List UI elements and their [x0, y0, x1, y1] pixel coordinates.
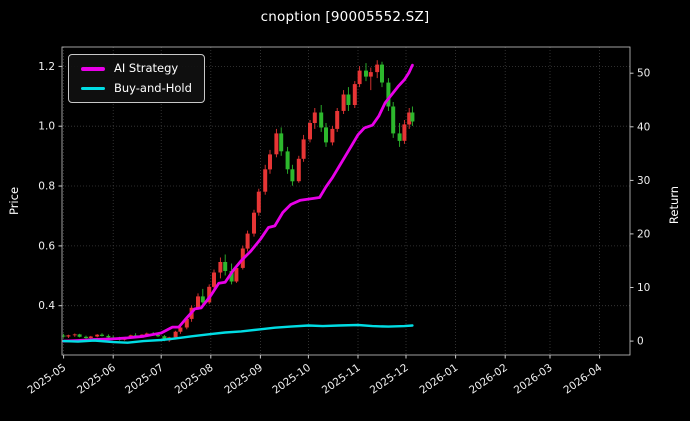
candle-body	[330, 128, 335, 143]
candle-body	[391, 106, 396, 134]
candle-body	[173, 331, 178, 338]
candle-body	[72, 334, 77, 336]
return-axis-label: Return	[667, 185, 681, 225]
date-tick-label: 2025-05	[25, 362, 68, 397]
return-tick-label: 20	[637, 228, 650, 240]
candle-body	[256, 191, 261, 213]
price-axis-label: Price	[7, 186, 21, 216]
candle-body	[234, 268, 239, 282]
candle-body	[364, 70, 368, 77]
candle-body	[77, 334, 82, 337]
candle-body	[346, 94, 351, 105]
candle-body	[263, 169, 268, 192]
candle-body	[290, 169, 295, 182]
return-tick-label: 0	[637, 336, 644, 348]
price-tick-label: 1.0	[38, 121, 55, 133]
candle-body	[380, 64, 384, 83]
return-tick-label: 30	[637, 175, 650, 187]
candle-body	[324, 127, 328, 143]
buy-and-hold-line-swatch	[81, 86, 105, 90]
candle-body	[319, 112, 324, 128]
candle-body	[252, 212, 256, 234]
candle-body	[285, 151, 290, 170]
candle-body	[95, 334, 100, 337]
candle-body	[312, 112, 317, 123]
candle-body	[162, 336, 167, 341]
candle-body	[352, 84, 357, 105]
date-tick-label: 2026-04	[561, 361, 604, 396]
candle-body	[184, 318, 189, 328]
candle-body	[274, 133, 279, 155]
candle-body	[144, 333, 149, 335]
candle-body	[156, 335, 160, 337]
candle-body	[106, 335, 111, 338]
candle-body	[296, 158, 301, 182]
date-tick-label: 2025-08	[173, 362, 216, 397]
candle-body	[200, 296, 205, 303]
candle-body	[196, 296, 200, 308]
return-tick-label: 50	[637, 68, 650, 80]
date-tick-label: 2025-06	[75, 361, 118, 396]
series-line-buy-and-hold	[62, 323, 414, 344]
candle-body	[357, 70, 362, 85]
candle-body	[245, 233, 250, 249]
return-tick-label: 10	[637, 282, 650, 294]
candle-body	[178, 327, 183, 332]
candle-body	[375, 64, 380, 73]
candle-body	[61, 335, 66, 337]
candle-body	[207, 286, 212, 303]
candle-body	[308, 123, 312, 140]
series-line-ai-strategy	[62, 63, 414, 343]
return-tick-label: 40	[637, 121, 650, 133]
price-tick-label: 0.6	[38, 240, 55, 252]
price-tick-label: 0.4	[38, 300, 55, 312]
candle-body	[407, 112, 412, 125]
candle-body	[223, 262, 228, 271]
plot-border	[61, 46, 631, 356]
legend-item-ai-strategy: AI Strategy	[81, 61, 192, 75]
candle-body	[341, 94, 346, 111]
candle-body	[279, 133, 284, 152]
price-tick-label: 0.8	[38, 181, 55, 193]
legend: AI Strategy Buy-and-Hold	[68, 54, 205, 103]
candle-body	[100, 334, 104, 336]
date-tick-label: 2026-03	[512, 362, 555, 397]
date-tick-label: 2025-12	[368, 362, 411, 397]
date-tick-label: 2026-01	[417, 362, 460, 397]
ai-strategy-line-swatch	[81, 67, 105, 71]
candle-body	[397, 133, 402, 141]
candle-body	[66, 335, 71, 337]
candle-body	[218, 262, 223, 273]
candle-body	[402, 124, 407, 141]
date-tick-label: 2025-07	[123, 362, 166, 397]
legend-label-ai-strategy: AI Strategy	[114, 61, 179, 75]
legend-label-buy-and-hold: Buy-and-Hold	[114, 80, 192, 95]
candle-body	[335, 111, 340, 129]
candle-body	[410, 112, 415, 122]
chart-title: cnoption [90005552.SZ]	[260, 9, 430, 25]
date-tick-label: 2026-02	[467, 362, 510, 397]
candle-body	[84, 336, 88, 338]
date-tick-label: 2025-09	[222, 362, 265, 397]
candle-body	[268, 154, 272, 170]
candle-body	[301, 139, 306, 159]
legend-item-buy-and-hold: Buy-and-Hold	[81, 80, 192, 95]
candle-body	[368, 72, 373, 77]
candle-body	[88, 336, 93, 338]
candle-body	[212, 272, 216, 287]
price-tick-label: 1.2	[38, 61, 55, 73]
date-tick-label: 2025-10	[270, 362, 313, 397]
candle-body	[386, 82, 391, 107]
date-tick-label: 2025-11	[320, 362, 363, 397]
candle-body	[229, 271, 234, 282]
